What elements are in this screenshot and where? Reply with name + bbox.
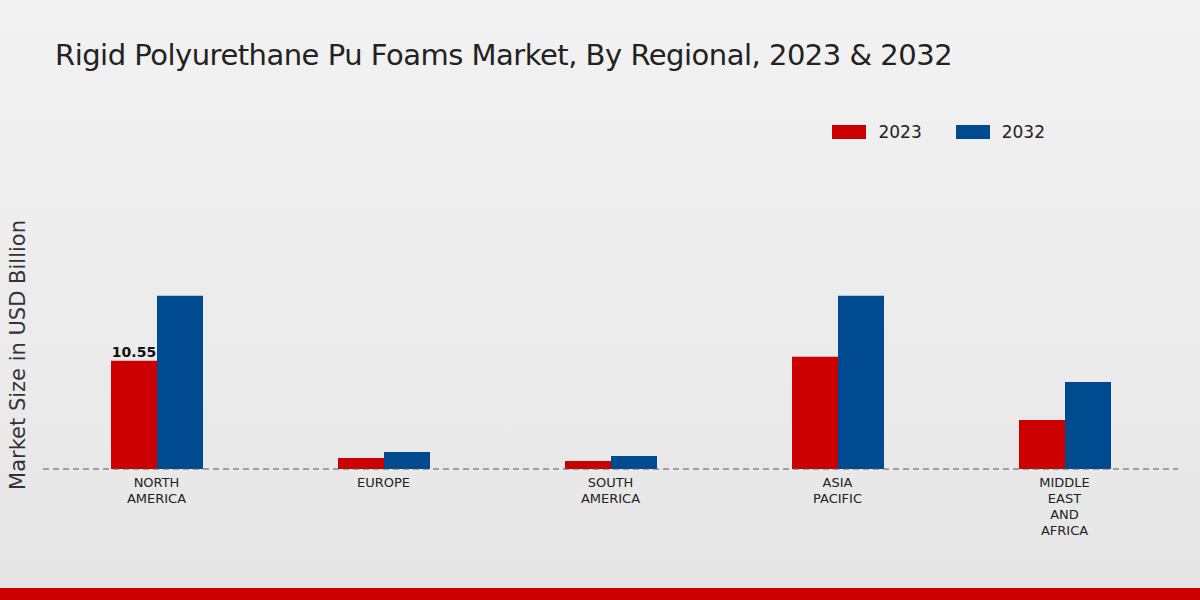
svg-text:NORTHAMERICA: NORTHAMERICA: [127, 475, 186, 506]
html-text:2023: 2023: [878, 122, 922, 142]
svg-text:SOUTHAMERICA: SOUTHAMERICA: [581, 475, 640, 506]
svg-text:ASIAPACIFIC: ASIAPACIFIC: [813, 475, 862, 506]
html-text:Rigid Polyurethane Pu Foams Ma: Rigid Polyurethane Pu Foams Market, By R…: [55, 38, 953, 72]
svg-text:EUROPE: EUROPE: [357, 475, 410, 490]
html-text:2032: 2032: [1001, 122, 1045, 142]
svg-text:MIDDLEEASTANDAFRICA: MIDDLEEASTANDAFRICA: [1039, 475, 1090, 538]
html-text:Market Size in USD Billion: Market Size in USD Billion: [6, 220, 30, 490]
svg-text:10.55: 10.55: [112, 344, 156, 360]
